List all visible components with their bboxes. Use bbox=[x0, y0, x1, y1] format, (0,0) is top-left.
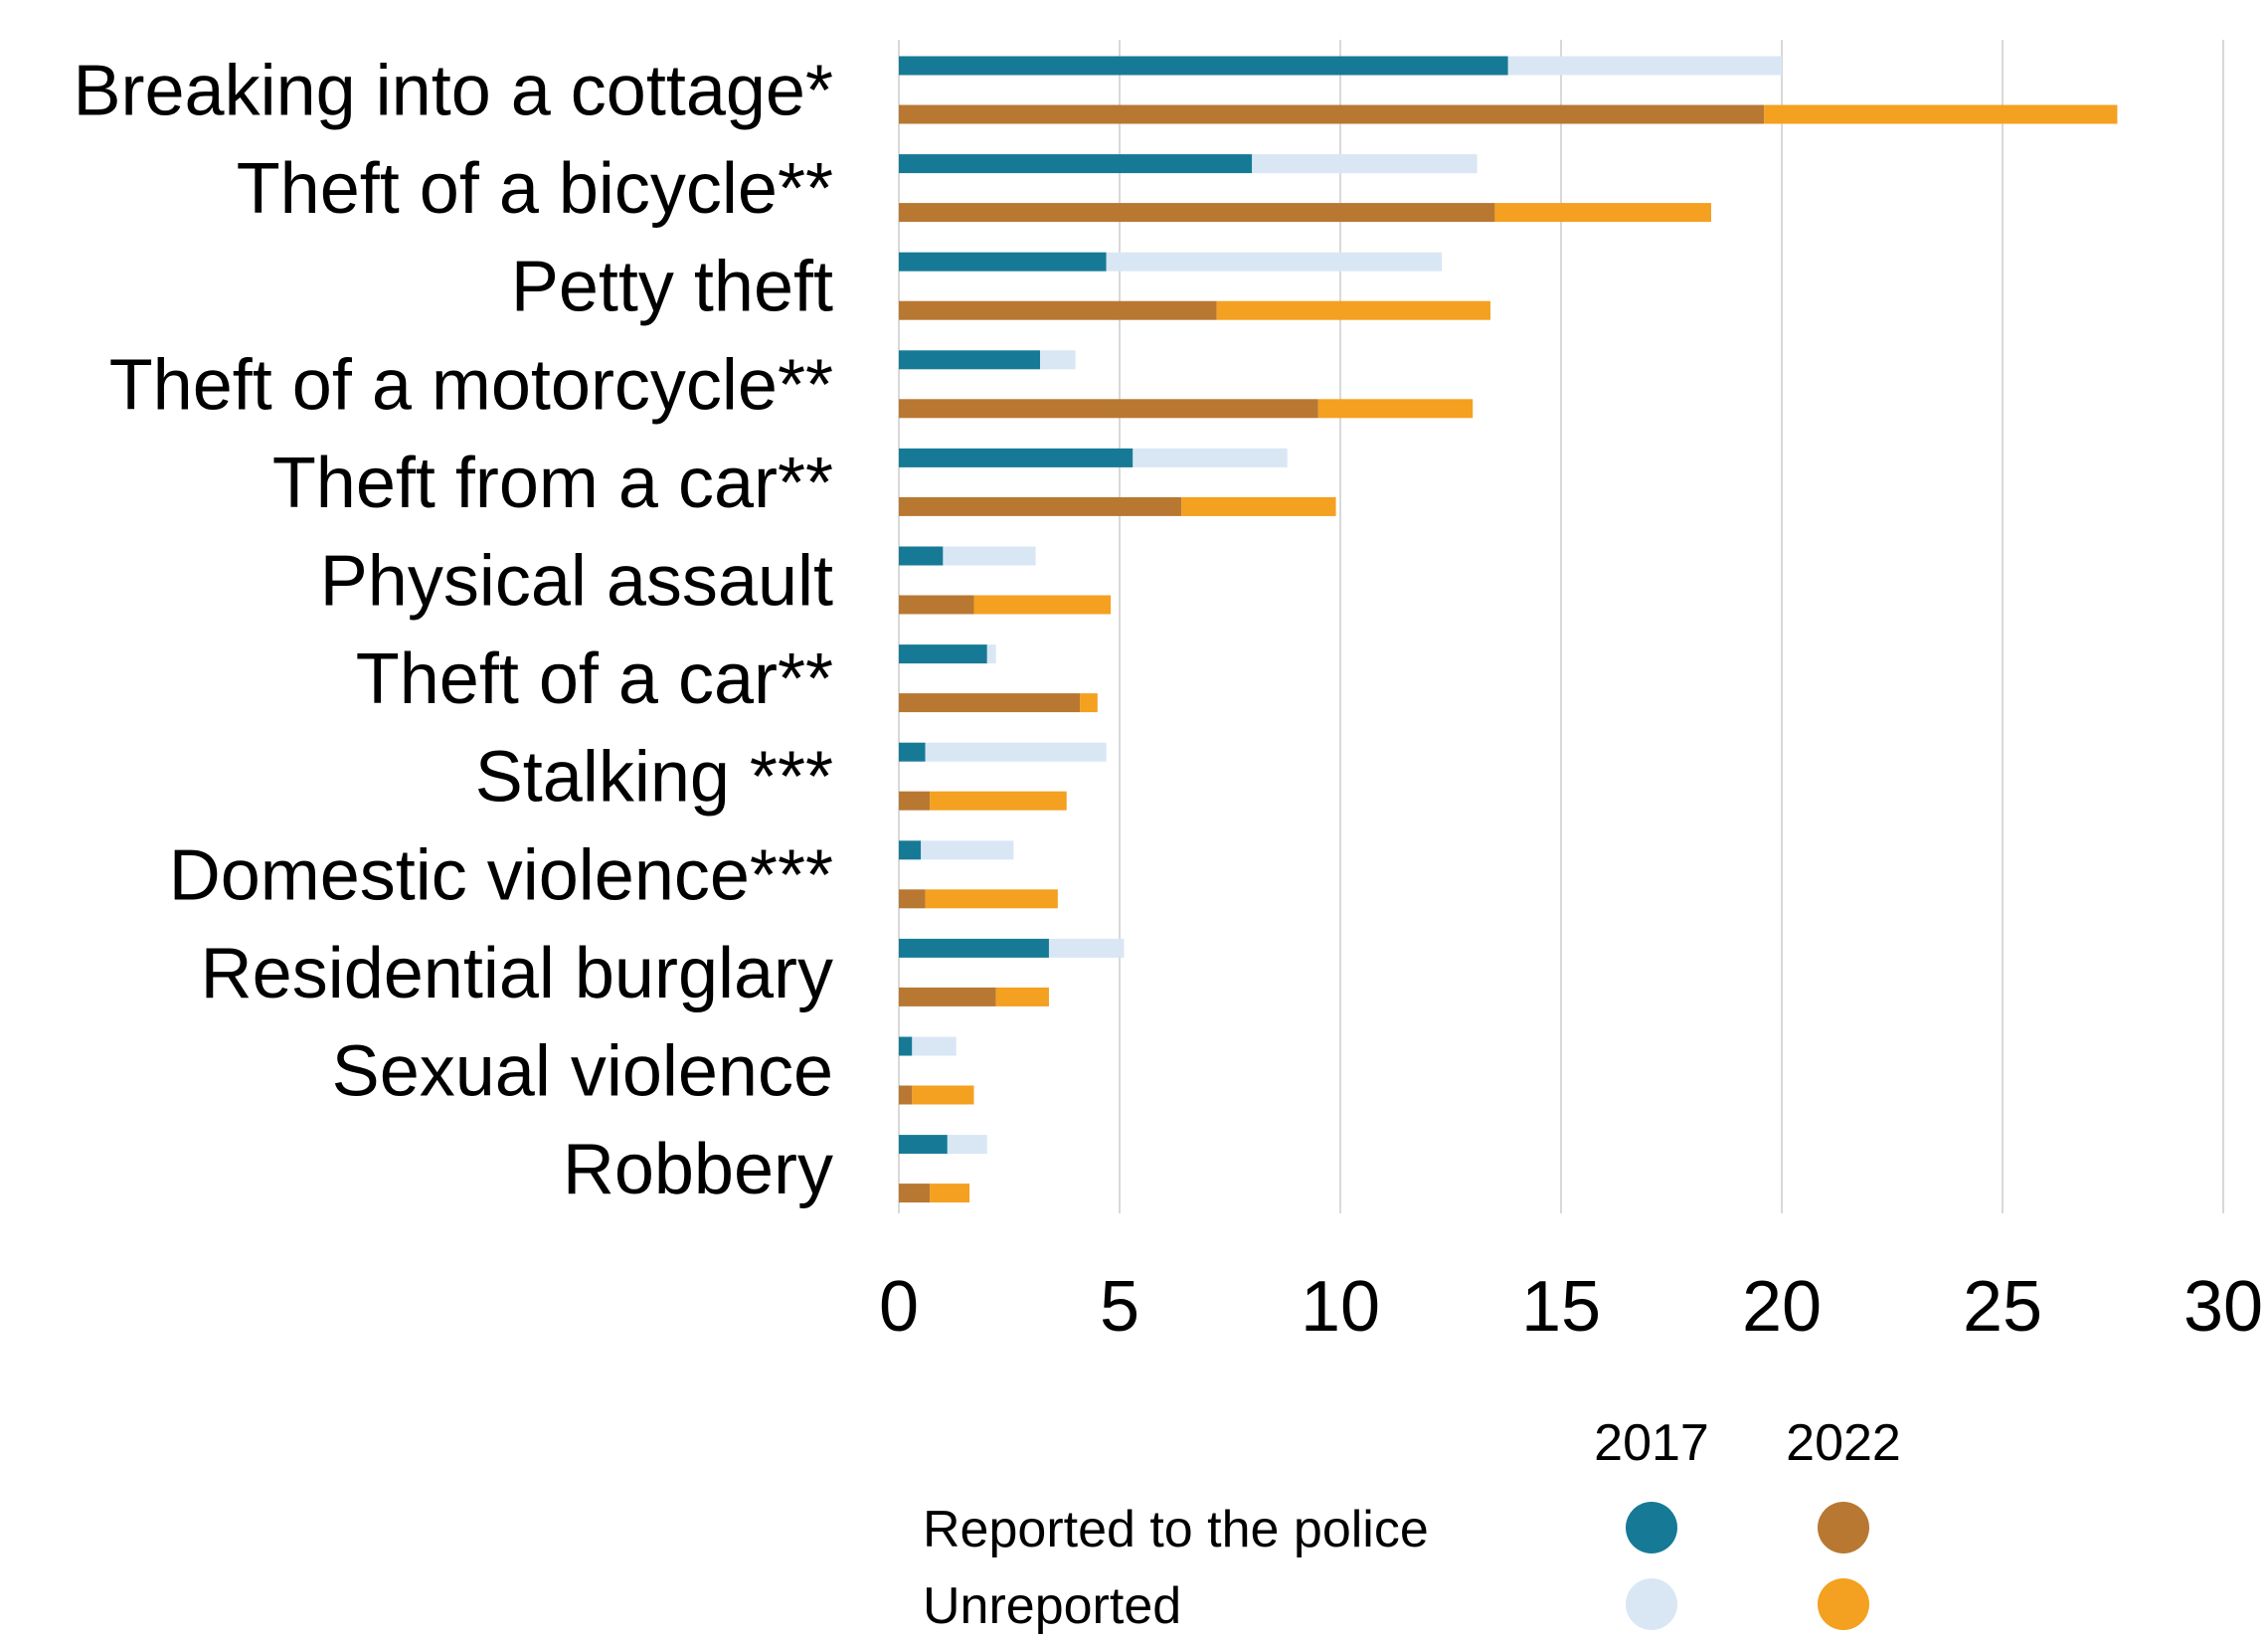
category-labels: Breaking into a cottage* Theft of a bicyc… bbox=[73, 52, 833, 1210]
bar-2022-unreported bbox=[925, 889, 1058, 909]
x-tick-label: 20 bbox=[1742, 1267, 1822, 1347]
bar-2017-unreported bbox=[1507, 56, 1782, 76]
bar-2022-reported bbox=[899, 1085, 913, 1105]
x-tick-label: 5 bbox=[1100, 1267, 1139, 1347]
x-tick-label: 30 bbox=[2183, 1267, 2263, 1347]
bar-2017-unreported bbox=[921, 840, 1014, 860]
bar-2017-unreported bbox=[912, 1036, 957, 1056]
bar-2022-reported bbox=[899, 987, 996, 1006]
bar-2017-reported bbox=[899, 350, 1041, 370]
bar-2017-unreported bbox=[1048, 938, 1125, 958]
category-label: Breaking into a cottage* bbox=[73, 52, 833, 131]
bar-2022-unreported bbox=[1080, 693, 1098, 713]
bar-2022-reported bbox=[899, 791, 931, 811]
bar-2022-unreported bbox=[973, 595, 1112, 615]
bar-2017-reported bbox=[899, 1135, 948, 1155]
category-label: Domestic violence*** bbox=[169, 835, 833, 915]
gridlines bbox=[898, 40, 2224, 1213]
bar-2017-reported bbox=[899, 938, 1049, 958]
legend-row-label: Reported to the police bbox=[923, 1501, 1429, 1558]
bar-2017-reported bbox=[899, 56, 1508, 76]
legend-swatch bbox=[1818, 1578, 1869, 1630]
legend-year-header: 2022 bbox=[1786, 1414, 1901, 1472]
legend: 2017 2022 Reported to the police Unreported bbox=[923, 1414, 1901, 1635]
legend-swatch bbox=[1818, 1502, 1869, 1553]
bar-2022-reported bbox=[899, 595, 974, 615]
category-label: Petty theft bbox=[511, 248, 833, 327]
x-tick-label: 10 bbox=[1301, 1267, 1380, 1347]
bar-2017-unreported bbox=[1040, 350, 1076, 370]
category-label: Theft of a motorcycle** bbox=[109, 345, 833, 425]
legend-row-label: Unreported bbox=[923, 1577, 1181, 1635]
bar-2022-reported bbox=[899, 300, 1217, 320]
bar-2017-unreported bbox=[986, 644, 996, 664]
bar-2022-unreported bbox=[1494, 203, 1711, 223]
bar-2022-reported bbox=[899, 399, 1318, 419]
x-tick-label: 25 bbox=[1963, 1267, 2042, 1347]
bar-2022-unreported bbox=[912, 1085, 974, 1105]
bar-2017-reported bbox=[899, 742, 926, 762]
x-axis-tick-labels: 0 5 10 15 20 25 30 bbox=[879, 1267, 2263, 1347]
bar-2022-reported bbox=[899, 1184, 931, 1203]
category-label: Robbery bbox=[563, 1130, 833, 1209]
bar-2022-reported bbox=[899, 693, 1081, 713]
category-label: Theft of a bicycle** bbox=[237, 149, 833, 229]
x-tick-label: 15 bbox=[1521, 1267, 1601, 1347]
bar-2022-reported bbox=[899, 889, 926, 909]
bar-2017-reported bbox=[899, 154, 1253, 174]
bar-2022-unreported bbox=[930, 1184, 970, 1203]
category-label: Sexual violence bbox=[332, 1032, 833, 1112]
bar-2017-reported bbox=[899, 840, 922, 860]
bar-2017-reported bbox=[899, 546, 944, 566]
bar-2022-unreported bbox=[1216, 300, 1490, 320]
bar-2017-unreported bbox=[1133, 448, 1288, 467]
bars bbox=[899, 56, 2118, 1203]
bar-2022-reported bbox=[899, 104, 1765, 124]
bar-2022-reported bbox=[899, 496, 1182, 516]
bar-2017-reported bbox=[899, 448, 1134, 467]
category-label: Stalking *** bbox=[475, 738, 833, 818]
bar-2017-unreported bbox=[943, 546, 1036, 566]
bar-2022-unreported bbox=[995, 987, 1049, 1006]
bar-2022-unreported bbox=[1181, 496, 1336, 516]
category-label: Residential burglary bbox=[201, 934, 833, 1013]
legend-swatch bbox=[1626, 1578, 1677, 1630]
bar-2022-reported bbox=[899, 203, 1495, 223]
x-tick-label: 0 bbox=[879, 1267, 919, 1347]
bar-2022-unreported bbox=[930, 791, 1067, 811]
bar-2022-unreported bbox=[1317, 399, 1474, 419]
bar-2017-unreported bbox=[1252, 154, 1478, 174]
bar-2017-reported bbox=[899, 252, 1107, 272]
bar-2017-reported bbox=[899, 644, 987, 664]
bar-2017-unreported bbox=[947, 1135, 987, 1155]
bar-2022-unreported bbox=[1764, 104, 2118, 124]
category-label: Theft of a car** bbox=[356, 639, 833, 719]
bar-2017-reported bbox=[899, 1036, 913, 1056]
category-label: Physical assault bbox=[320, 542, 833, 622]
category-label: Theft from a car** bbox=[272, 444, 833, 523]
legend-swatch bbox=[1626, 1502, 1677, 1553]
legend-year-header: 2017 bbox=[1594, 1414, 1709, 1472]
bar-2017-unreported bbox=[1106, 252, 1443, 272]
bar-2017-unreported bbox=[925, 742, 1107, 762]
